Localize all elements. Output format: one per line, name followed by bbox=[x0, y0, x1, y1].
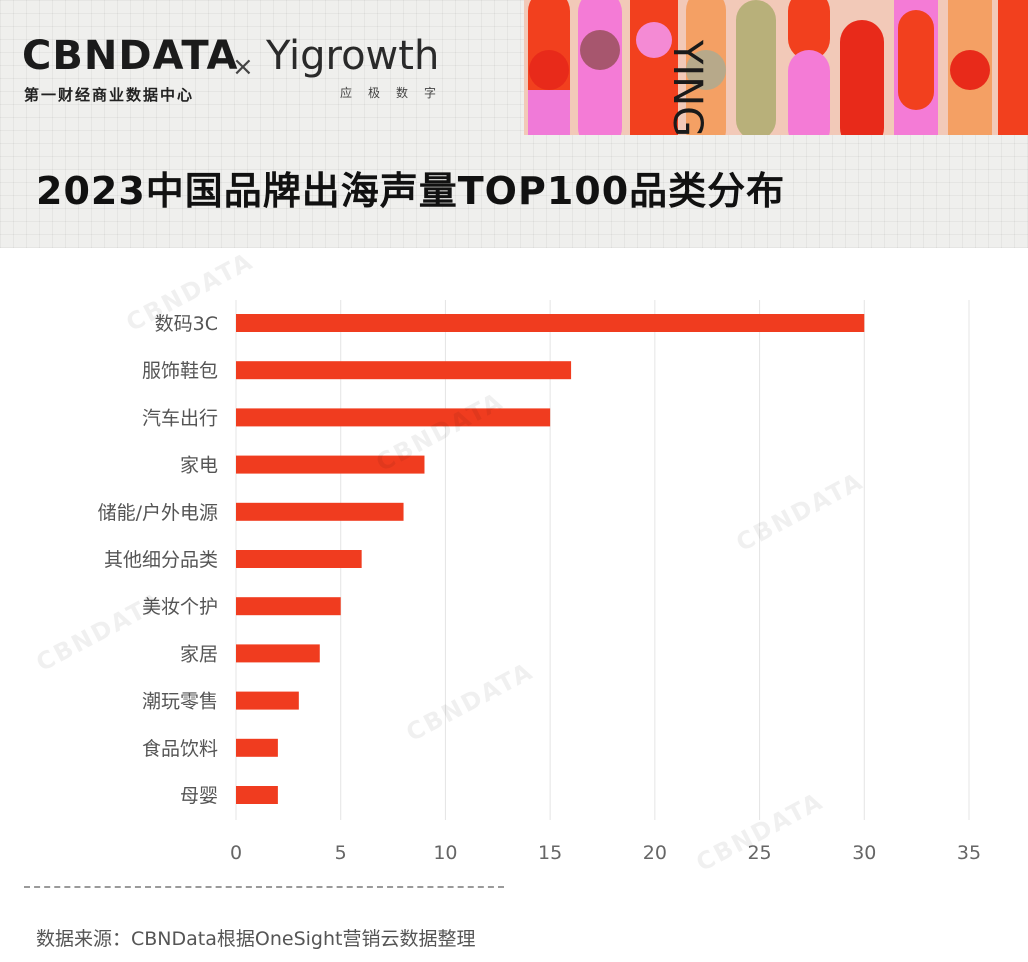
x-tick-label: 0 bbox=[230, 842, 242, 864]
x-tick-label: 30 bbox=[852, 842, 876, 864]
bar bbox=[236, 455, 425, 474]
bar bbox=[236, 644, 320, 663]
x-tick-label: 20 bbox=[643, 842, 667, 864]
footer-divider bbox=[24, 886, 504, 888]
cbndata-logo-subtitle: 第一财经商业数据中心 bbox=[24, 86, 195, 104]
category-label: 家电 bbox=[180, 455, 218, 477]
category-label: 数码3C bbox=[155, 313, 218, 335]
bar bbox=[236, 314, 865, 332]
category-label: 食品饮料 bbox=[142, 738, 218, 760]
x-tick-layer: 0 5 10 15 20 25 30 35 bbox=[230, 842, 981, 864]
data-source-note: 数据来源：CBNData根据OneSight营销云数据整理 bbox=[36, 928, 476, 950]
category-label: 汽车出行 bbox=[142, 407, 218, 429]
yigrowth-logo: Yigrowth bbox=[266, 33, 440, 79]
category-label: 服饰鞋包 bbox=[142, 360, 218, 382]
category-label: 储能/户外电源 bbox=[98, 502, 218, 524]
x-tick-label: 25 bbox=[747, 842, 771, 864]
bar bbox=[236, 786, 278, 804]
bar-chart: 数码3C 服饰鞋包汽车出行家电储能/户外电源其他细分品类美妆个护家居潮玩零售食品饮… bbox=[98, 300, 981, 864]
category-label: 潮玩零售 bbox=[142, 691, 218, 713]
logo-separator: × bbox=[232, 52, 254, 82]
header: CBNDATA 第一财经商业数据中心 × Yigrowth 应极数字 YING bbox=[0, 0, 1028, 135]
decorative-banner: YING bbox=[524, 0, 1028, 135]
decorative-text: YING bbox=[664, 39, 710, 135]
x-tick-label: 5 bbox=[335, 842, 347, 864]
grid-layer bbox=[235, 300, 970, 820]
bar bbox=[236, 597, 341, 616]
bar bbox=[236, 408, 551, 427]
bar bbox=[236, 361, 572, 380]
bar bbox=[236, 738, 278, 757]
bar bbox=[236, 502, 404, 521]
category-label-layer: 数码3C 服饰鞋包汽车出行家电储能/户外电源其他细分品类美妆个护家居潮玩零售食品饮… bbox=[98, 313, 218, 807]
category-label: 母婴 bbox=[180, 785, 218, 807]
bar bbox=[236, 691, 299, 710]
x-tick-label: 15 bbox=[538, 842, 562, 864]
category-label: 美妆个护 bbox=[142, 596, 218, 618]
x-tick-label: 35 bbox=[957, 842, 981, 864]
category-label: 其他细分品类 bbox=[104, 549, 218, 571]
bar bbox=[236, 550, 362, 568]
x-tick-label: 10 bbox=[433, 842, 457, 864]
bar-layer bbox=[236, 314, 865, 804]
category-label: 家居 bbox=[180, 643, 218, 665]
chart-title: 2023中国品牌出海声量TOP100品类分布 bbox=[36, 169, 786, 213]
chart-panel: 数码3C 服饰鞋包汽车出行家电储能/户外电源 其他细分品类美妆个护家居潮玩零售食品饮… bbox=[0, 247, 1028, 962]
yigrowth-logo-subtitle: 应极数字 bbox=[340, 86, 453, 100]
cbndata-logo: CBNDATA bbox=[22, 33, 239, 79]
